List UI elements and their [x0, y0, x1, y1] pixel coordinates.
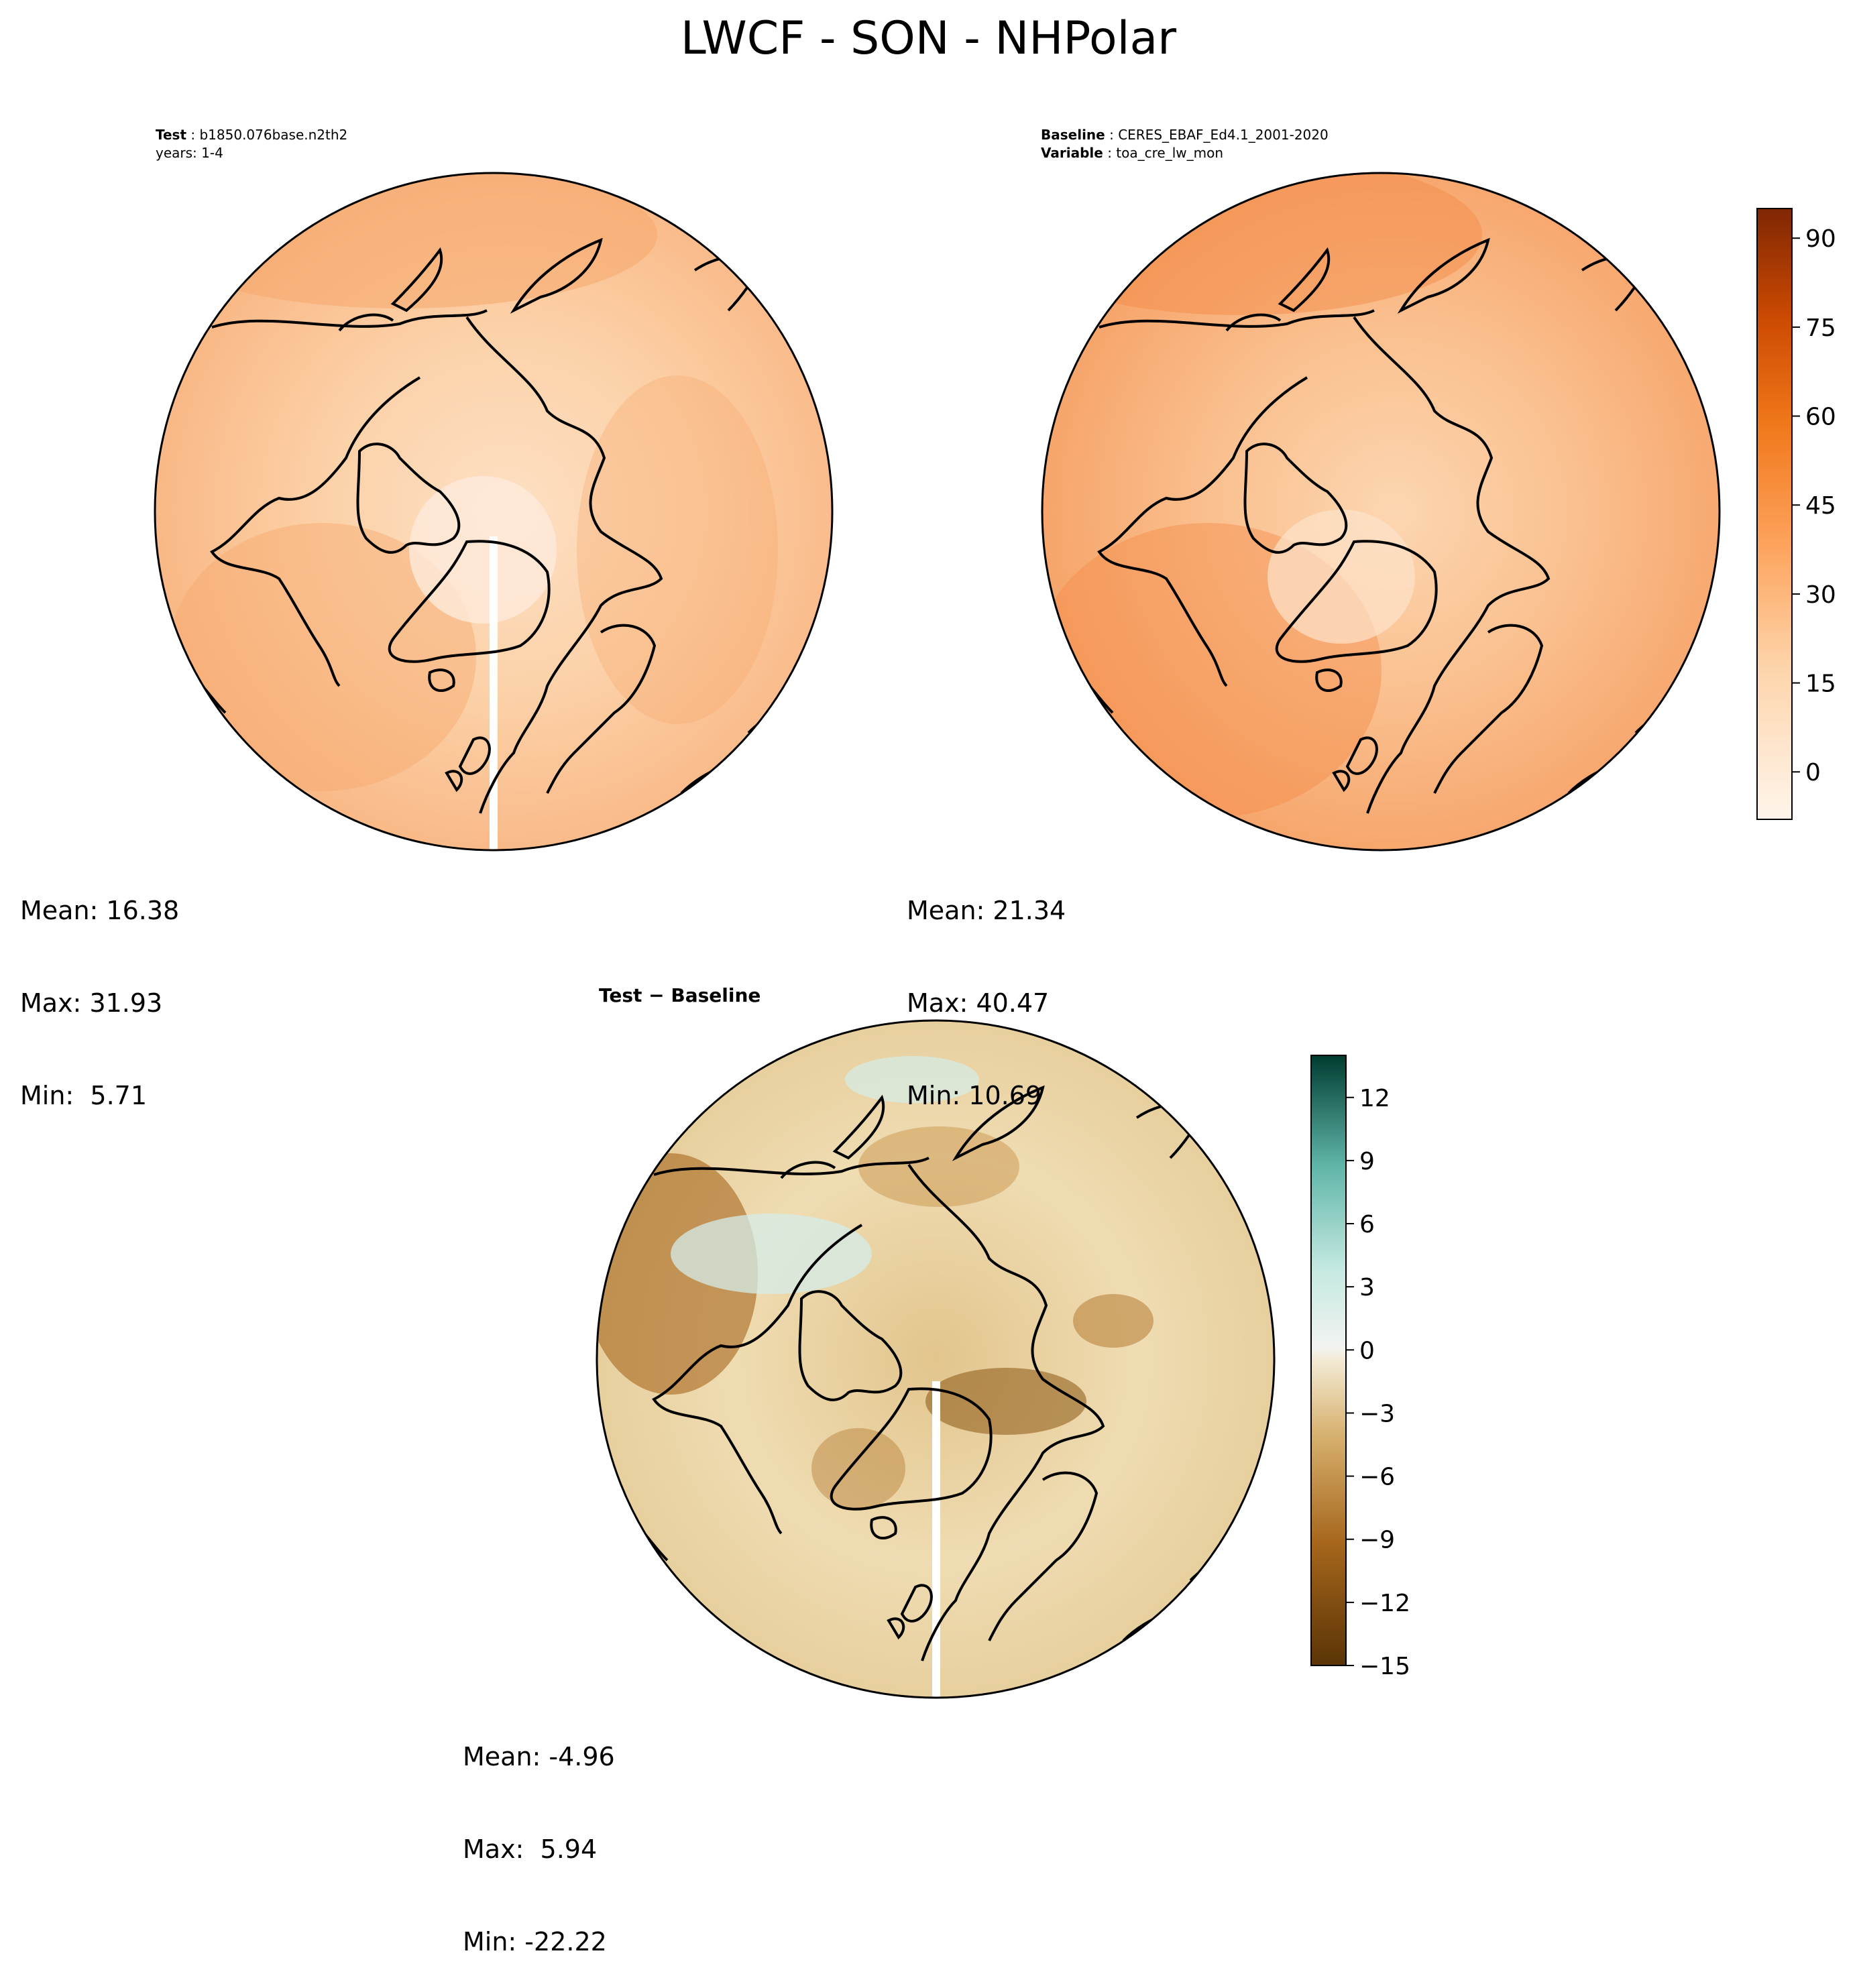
baseline-header: Baseline : CERES_EBAF_Ed4.1_2001-2020 Va…: [1041, 127, 1329, 161]
colorbar-tick-label: 0: [1805, 759, 1821, 786]
diff-min: Min: -22.22: [463, 1927, 607, 1956]
colorbar-tick-label: 12: [1359, 1085, 1390, 1112]
test-header: Test : b1850.076base.n2th2 years: 1-4: [156, 127, 348, 161]
test-label-key: Test: [156, 127, 187, 143]
colorbar-tick-label: 45: [1805, 492, 1836, 520]
test-map: [154, 172, 834, 852]
colorbar-tick-label: 60: [1805, 404, 1836, 431]
main-colorbar-ticks: 90 75 60 45 30 15 0: [1792, 225, 1836, 786]
test-label-value: b1850.076base.n2th2: [199, 127, 348, 143]
diff-mean: Mean: -4.96: [463, 1742, 615, 1771]
colorbar-tick-label: 15: [1805, 670, 1836, 698]
diff-colorbar: 12 9 6 3 0 −3 −6 −9 −12 −15: [1310, 1055, 1410, 1680]
colorbar-tick-label: 90: [1805, 225, 1836, 253]
colorbar-tick-label: −9: [1359, 1527, 1395, 1554]
baseline-mean: Mean: 21.34: [907, 896, 1066, 925]
colorbar-tick-label: −12: [1359, 1590, 1410, 1617]
colorbar-tick-label: 30: [1805, 581, 1836, 609]
baseline-label-value: CERES_EBAF_Ed4.1_2001-2020: [1118, 127, 1329, 143]
test-years: years: 1-4: [156, 145, 223, 161]
colorbar-tick-label: 6: [1359, 1211, 1375, 1238]
baseline-map: [1041, 172, 1721, 852]
main-colorbar: 90 75 60 45 30 15 0: [1756, 208, 1836, 820]
colorbar-tick-label: 0: [1359, 1337, 1375, 1364]
baseline-max: Max: 40.47: [907, 988, 1050, 1018]
diff-panel-title: Test − Baseline: [599, 984, 761, 1006]
test-max: Max: 31.93: [20, 988, 163, 1018]
colorbar-tick-label: 9: [1359, 1148, 1375, 1175]
baseline-variable-key: Variable: [1041, 145, 1103, 161]
colorbar-tick-label: −6: [1359, 1464, 1395, 1491]
diff-max: Max: 5.94: [463, 1834, 598, 1864]
page-title: LWCF - SON - NHPolar: [680, 12, 1177, 65]
test-mean: Mean: 16.38: [20, 896, 180, 925]
colorbar-tick-label: −3: [1359, 1400, 1395, 1427]
baseline-stats: Mean: 21.34 Max: 40.47 Min: 10.69: [907, 833, 1066, 1142]
colorbar-tick-label: −15: [1359, 1653, 1410, 1680]
baseline-variable-value: toa_cre_lw_mon: [1116, 145, 1224, 161]
colorbar-tick-label: 3: [1359, 1274, 1375, 1301]
baseline-label-key: Baseline: [1041, 127, 1105, 143]
test-min: Min: 5.71: [20, 1081, 147, 1110]
diff-colorbar-ticks: 12 9 6 3 0 −3 −6 −9 −12 −15: [1346, 1085, 1410, 1680]
test-stats: Mean: 16.38 Max: 31.93 Min: 5.71: [20, 833, 179, 1142]
diff-stats: Mean: -4.96 Max: 5.94 Min: -22.22: [463, 1680, 615, 1988]
colorbar-tick-label: 75: [1805, 314, 1836, 342]
baseline-min: Min: 10.69: [907, 1081, 1042, 1110]
